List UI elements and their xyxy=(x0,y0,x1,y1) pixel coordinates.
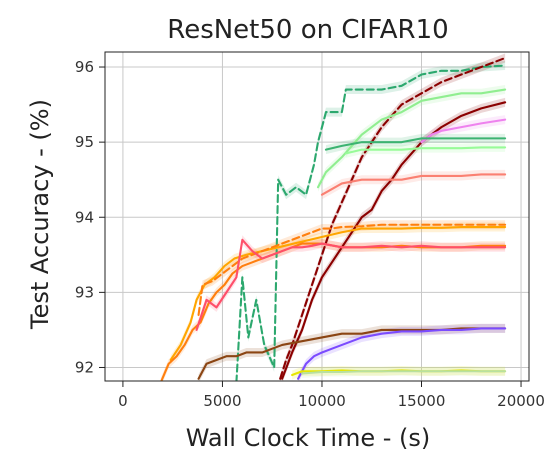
series-band xyxy=(321,169,506,200)
series-band xyxy=(292,365,506,380)
y-tick-label: 92 xyxy=(75,358,94,376)
series-line xyxy=(195,238,507,331)
series-group xyxy=(160,53,507,381)
series-band xyxy=(298,323,506,381)
series-line xyxy=(235,64,507,381)
series-band xyxy=(345,142,506,158)
chart-title: ResNet50 on CIFAR10 xyxy=(167,15,448,45)
x-tick-label: 15000 xyxy=(398,392,446,410)
y-tick-label: 95 xyxy=(75,133,94,151)
x-tick-label: 0 xyxy=(118,392,128,410)
series-band xyxy=(280,53,506,381)
series-line xyxy=(301,370,507,375)
series-line xyxy=(320,173,507,196)
x-axis-label: Wall Clock Time - (s) xyxy=(186,424,431,452)
plot-background xyxy=(105,52,529,381)
series-line xyxy=(197,223,507,316)
series-line xyxy=(324,137,507,151)
plot-area: 0 5000 10000 15000 20000 92 93 94 95 96 xyxy=(75,51,545,410)
series-line xyxy=(279,56,507,380)
y-tick-label: 93 xyxy=(75,283,94,301)
y-tick-label: 96 xyxy=(75,58,94,76)
x-tick-label: 5000 xyxy=(203,392,241,410)
x-tick-label: 20000 xyxy=(497,392,545,410)
series-line xyxy=(420,118,507,144)
series-line xyxy=(281,101,507,380)
x-tick-label: 10000 xyxy=(298,392,346,410)
series-band xyxy=(198,220,506,320)
plot-frame xyxy=(104,51,530,382)
series-band xyxy=(196,235,506,335)
series-line xyxy=(344,146,507,155)
series-line xyxy=(316,88,507,189)
series-line xyxy=(297,327,507,380)
series-band xyxy=(302,366,506,378)
y-axis-label: Test Accuracy - (%) xyxy=(26,99,54,330)
y-tick-label: 94 xyxy=(75,208,94,226)
